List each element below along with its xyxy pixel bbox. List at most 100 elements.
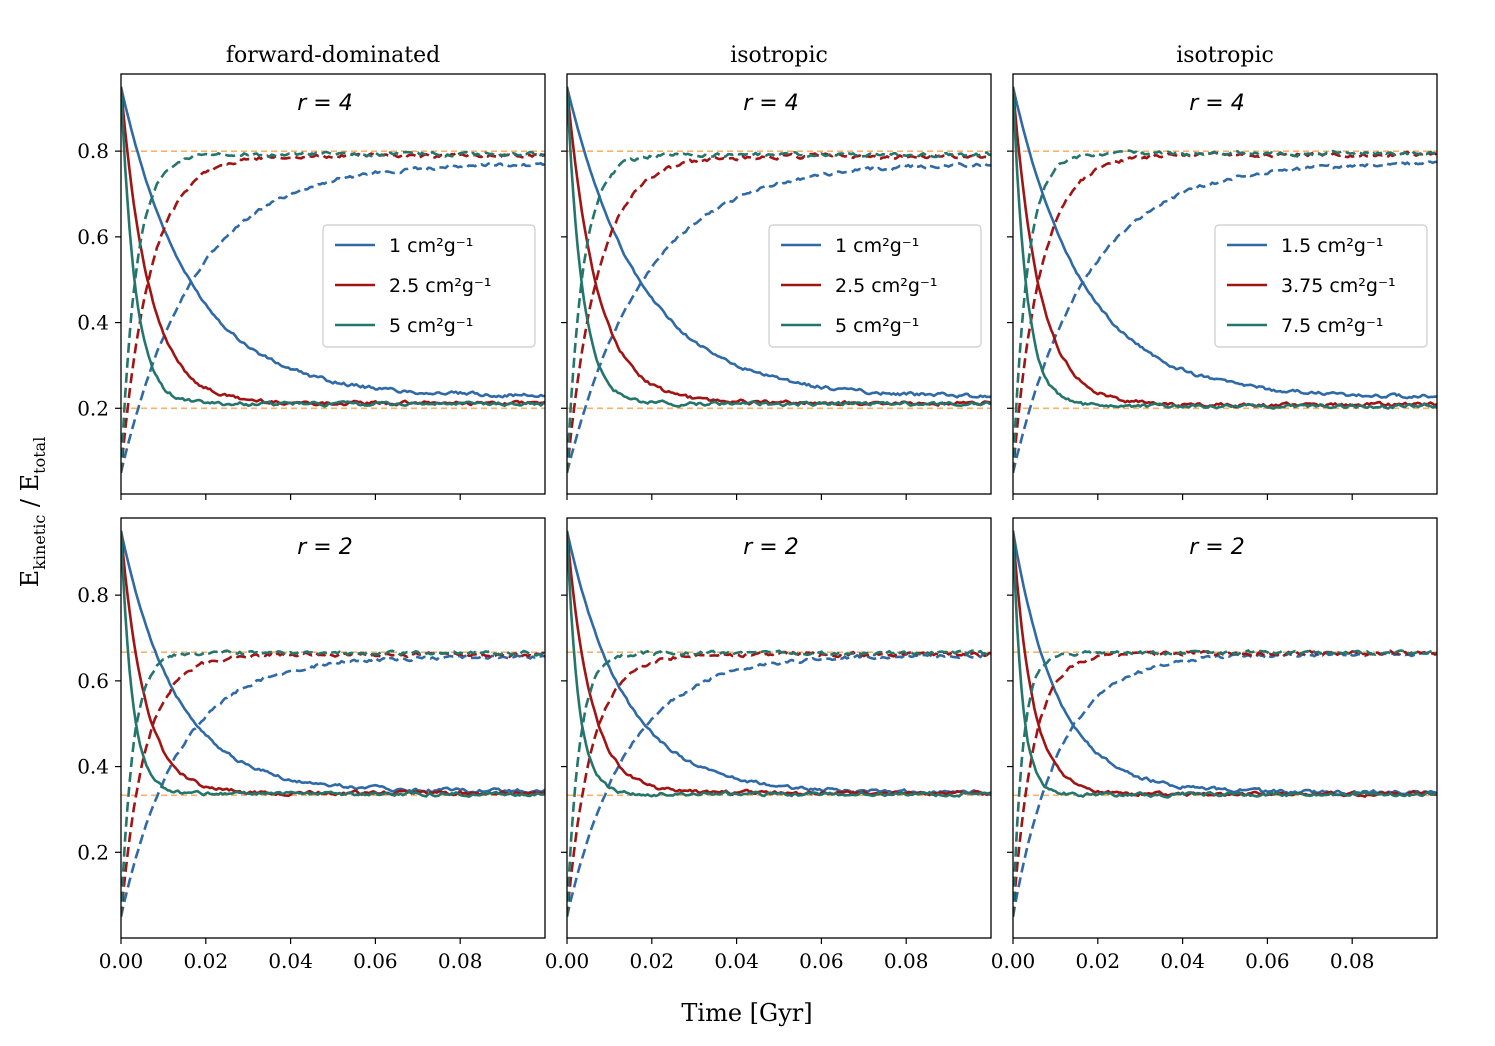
x-axis-label: Time [Gyr] <box>681 999 812 1027</box>
x-tick-label-3: 0.04 <box>1160 949 1205 973</box>
series-line-solid-1 <box>567 530 991 796</box>
series-line-dashed-3 <box>121 649 545 917</box>
panel-frame <box>1012 517 1438 939</box>
y-tick-label-1: 0.2 <box>77 396 109 420</box>
y-axis-label: Ekinetic / Etotal <box>16 437 49 588</box>
series-line-dashed-1 <box>1013 160 1437 473</box>
panel-2: isotropic r = 4 1 cm²g⁻¹ 2.5 cm²g⁻¹ 5 cm²g⁻¹ <box>561 43 992 500</box>
y-tick-label-3: 0.6 <box>77 669 109 693</box>
series-line-dashed-3 <box>567 649 991 917</box>
series-line-dashed-2 <box>121 650 545 917</box>
legend-label-3: 5 cm²g⁻¹ <box>835 315 919 337</box>
y-axis-label-main: E <box>16 570 44 588</box>
series-group <box>567 86 991 473</box>
series-group <box>121 86 545 473</box>
series-line-dashed-3 <box>121 150 545 473</box>
series-line-solid-3 <box>121 530 545 798</box>
series-line-dashed-1 <box>121 654 545 917</box>
x-tick-label-2: 0.02 <box>184 949 229 973</box>
panel-annotation: r = 2 <box>743 535 798 560</box>
series-line-solid-3 <box>1013 86 1437 410</box>
series-line-dashed-2 <box>1013 649 1437 917</box>
series-line-solid-2 <box>121 530 545 798</box>
panel-3: isotropic r = 4 1.5 cm²g⁻¹ 3.75 cm²g⁻¹ 7.5 c… <box>1007 43 1438 500</box>
series-line-solid-1 <box>567 86 991 399</box>
x-tick-label-3: 0.04 <box>714 949 759 973</box>
legend-box <box>322 224 536 348</box>
series-line-solid-3 <box>567 530 991 798</box>
series-line-solid-3 <box>1013 530 1437 799</box>
x-tick-label-4: 0.06 <box>353 949 398 973</box>
x-tick-label-5: 0.08 <box>438 949 483 973</box>
x-tick-label-1: 0.00 <box>545 949 590 973</box>
panel-frame <box>566 73 992 495</box>
y-tick-label-1: 0.2 <box>77 840 109 864</box>
y-axis-label-sub2: total <box>30 437 49 474</box>
legend-label-1: 1.5 cm²g⁻¹ <box>1281 235 1384 257</box>
series-line-solid-3 <box>567 86 991 408</box>
legend-box <box>768 224 982 348</box>
panel-title: forward-dominated <box>226 43 440 68</box>
x-tick-label-5: 0.08 <box>1330 949 1375 973</box>
legend: 1.5 cm²g⁻¹ 3.75 cm²g⁻¹ 7.5 cm²g⁻¹ <box>1214 224 1428 348</box>
y-axis-label-sub1: kinetic <box>30 515 49 570</box>
legend: 1 cm²g⁻¹ 2.5 cm²g⁻¹ 5 cm²g⁻¹ <box>768 224 982 348</box>
x-tick-label-2: 0.02 <box>630 949 675 973</box>
panel-annotation: r = 4 <box>743 91 798 116</box>
series-line-solid-1 <box>1013 530 1437 796</box>
panel-5: r = 2 0.00 0.02 0.04 0.06 0.08 <box>545 517 992 973</box>
series-line-dashed-3 <box>1013 149 1437 473</box>
x-tick-label-1: 0.00 <box>991 949 1036 973</box>
series-line-dashed-1 <box>567 653 991 917</box>
x-tick-label-2: 0.02 <box>1076 949 1121 973</box>
x-tick-label-3: 0.04 <box>268 949 313 973</box>
series-line-solid-2 <box>1013 530 1437 798</box>
series-line-solid-3 <box>121 86 545 408</box>
x-tick-label-4: 0.06 <box>799 949 844 973</box>
series-group <box>1013 530 1437 917</box>
series-group <box>1013 86 1437 473</box>
panel-annotation: r = 2 <box>297 535 352 560</box>
legend-label-3: 5 cm²g⁻¹ <box>389 315 473 337</box>
panel-title: isotropic <box>730 43 828 68</box>
legend-box <box>1214 224 1428 348</box>
panels: forward-dominated r = 4 0.2 0.4 0.6 0.8 1 cm²g… <box>77 43 1438 973</box>
panel-4: r = 2 0.00 0.02 0.04 0.06 0.08 0.2 0.4 0.6 0.8 <box>77 517 546 973</box>
panel-title: isotropic <box>1176 43 1274 68</box>
panel-1: forward-dominated r = 4 0.2 0.4 0.6 0.8 1 cm²g… <box>77 43 546 500</box>
x-tick-label-4: 0.06 <box>1245 949 1290 973</box>
panel-frame <box>120 517 546 939</box>
series-line-solid-1 <box>121 530 545 795</box>
legend-label-2: 2.5 cm²g⁻¹ <box>389 275 492 297</box>
series-line-dashed-2 <box>567 650 991 917</box>
legend-label-2: 2.5 cm²g⁻¹ <box>835 275 938 297</box>
panel-frame <box>1012 73 1438 495</box>
panel-frame <box>120 73 546 495</box>
panel-annotation: r = 4 <box>297 91 352 116</box>
y-tick-label-2: 0.4 <box>77 311 109 335</box>
series-line-dashed-1 <box>121 161 545 473</box>
panel-annotation: r = 2 <box>1189 535 1244 560</box>
series-group <box>121 530 545 917</box>
legend-label-3: 7.5 cm²g⁻¹ <box>1281 315 1384 337</box>
series-line-dashed-3 <box>1013 649 1437 917</box>
y-tick-label-4: 0.8 <box>77 583 109 607</box>
series-line-dashed-3 <box>567 151 991 473</box>
panel-frame <box>566 517 992 939</box>
x-tick-label-1: 0.00 <box>99 949 144 973</box>
y-tick-label-2: 0.4 <box>77 755 109 779</box>
legend-label-1: 1 cm²g⁻¹ <box>835 235 919 257</box>
series-line-solid-1 <box>1013 86 1437 400</box>
panel-annotation: r = 4 <box>1189 91 1244 116</box>
legend-label-2: 3.75 cm²g⁻¹ <box>1281 275 1396 297</box>
series-line-dashed-1 <box>567 162 991 473</box>
y-tick-label-3: 0.6 <box>77 225 109 249</box>
legend: 1 cm²g⁻¹ 2.5 cm²g⁻¹ 5 cm²g⁻¹ <box>322 224 536 348</box>
panel-6: r = 2 0.00 0.02 0.04 0.06 0.08 <box>991 517 1438 973</box>
y-axis-label-sep: / E <box>16 474 44 515</box>
series-group <box>567 530 991 917</box>
legend-label-1: 1 cm²g⁻¹ <box>389 235 473 257</box>
x-tick-label-5: 0.08 <box>884 949 929 973</box>
y-tick-label-4: 0.8 <box>77 139 109 163</box>
